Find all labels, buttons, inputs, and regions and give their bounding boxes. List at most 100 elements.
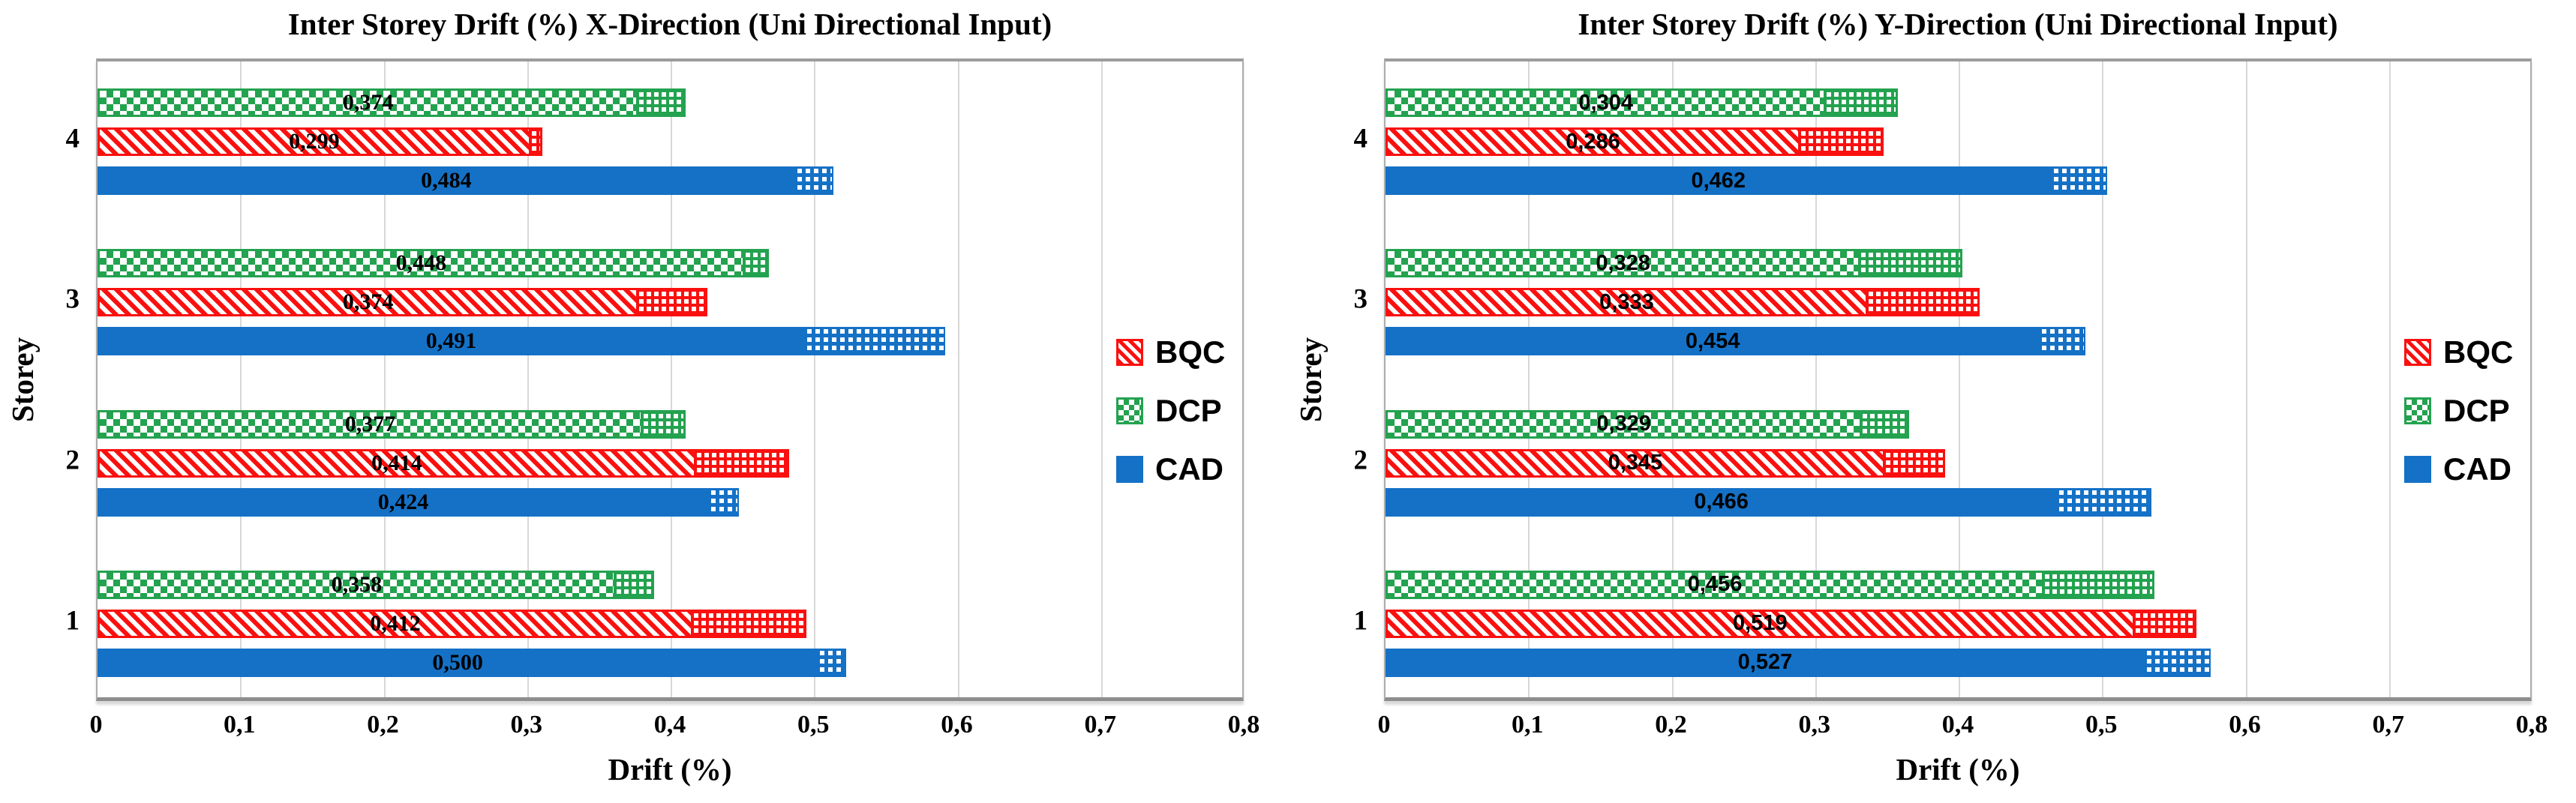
bar-segment-extension [2142,649,2209,676]
chart-y-direction: Inter Storey Drift (%) Y-Direction (Uni … [1288,0,2576,803]
bar-segment-base [1388,91,1824,115]
bar-cad-storey-1: 0,5000,522 [98,648,847,677]
bar-segment-base [99,328,804,355]
bar-segment-base [100,611,691,636]
bar-segment-base [100,91,637,115]
bar-value-label-base: 0,358 [331,571,383,597]
bar-segment-base [100,572,614,597]
legend-label: DCP [1155,393,1222,428]
bar-segment-base [1387,168,2050,194]
bar-value-label-base: 0,484 [421,168,472,193]
bar-segment-extension [742,251,767,276]
storey-label: 2 [65,445,80,476]
x-tick-label: 0,5 [2085,711,2118,739]
bar-segment-extension [2055,489,2151,515]
gridline [1671,61,1674,697]
legend-label: BQC [2443,334,2514,370]
bar-value-label-base: 0,500 [432,649,483,675]
legend-swatch-dcp-icon [1116,397,1143,424]
bar-segment-base [1388,572,2043,597]
bar-segment-extension [707,489,737,515]
bar-segment-base [1388,290,1866,315]
storey-label: 1 [65,605,80,637]
bar-segment-base [100,290,637,315]
bar-segment-base [1388,130,1798,154]
bar-segment-extension [803,328,944,355]
bar-segment-extension [690,611,804,636]
bar-segment-base [1388,611,2133,636]
bar-segment-extension [636,91,684,115]
bar-segment-extension [1797,130,1881,154]
x-tick-label: 0 [89,711,103,739]
bar-segment-base [1387,489,2056,515]
bar-segment-extension [693,451,787,475]
bar-segment-extension [2132,611,2194,636]
bar-segment-extension [816,649,845,676]
bar-value-label-base: 0,491 [425,328,477,354]
bar-value-label-base: 0,414 [371,450,422,475]
bar-segment-base [1388,412,1860,436]
bar-segment-extension [2049,168,2106,194]
bar-segment-extension [2042,572,2153,597]
gridline [957,61,959,697]
legend-swatch-dcp-icon [2404,397,2431,424]
bar-segment-base [99,649,817,676]
bar-segment-base [1387,649,2143,676]
bar-value-label-base: 0,374 [342,289,394,315]
legend-swatch-bqc-icon [1116,339,1143,366]
legend-label: DCP [2443,393,2510,428]
bar-value-label-base: 0,329 [1596,412,1651,436]
bar-value-label-base: 0,519 [1733,611,1788,636]
x-tick-label: 0,6 [2229,711,2261,739]
gridline [240,61,242,697]
legend-entry-dcp: DCP [2404,393,2513,429]
bar-value-label-base: 0,328 [1596,250,1650,275]
bar-segment-extension [1860,412,1908,436]
bar-segment-extension [2038,328,2085,355]
x-tick-label: 0,3 [510,711,543,739]
bar-value-label-base: 0,412 [370,610,421,636]
legend-entry-bqc: BQC [1116,334,1225,370]
bar-segment-extension [641,412,684,436]
bar-value-label-base: 0,345 [1608,451,1663,475]
bar-segment-extension [1865,290,1977,315]
bar-segment-extension [613,572,653,597]
gridline [2388,61,2391,697]
x-tick-label: 0,7 [2372,711,2405,739]
bar-value-label-base: 0,456 [1687,572,1743,597]
x-tick-label: 0,2 [1655,711,1687,739]
gridline [383,61,386,697]
bar-segment-base [1388,451,1883,475]
bar-value-label-base: 0,462 [1691,168,1746,193]
legend-entry-cad: CAD [1116,451,1225,487]
legend: BQC DCP CAD [2404,334,2513,487]
gridline [2102,61,2104,697]
bar-value-label-base: 0,527 [1737,650,1793,675]
bar-segment-extension [1858,251,1960,276]
bar-value-label-base: 0,454 [1685,328,1740,353]
bar-value-label-base: 0,286 [1566,129,1620,154]
legend-label: CAD [2443,451,2511,487]
bar-value-label-base: 0,424 [377,489,429,514]
bar-segment-extension [528,130,540,154]
bar-value-label-base: 0,377 [344,411,396,436]
gridline [2245,61,2247,697]
bar-segment-base [1388,251,1859,276]
chart-title: Inter Storey Drift (%) X-Direction (Uni … [287,7,1052,41]
y-axis-title: Storey [5,337,40,423]
gridline [814,61,816,697]
